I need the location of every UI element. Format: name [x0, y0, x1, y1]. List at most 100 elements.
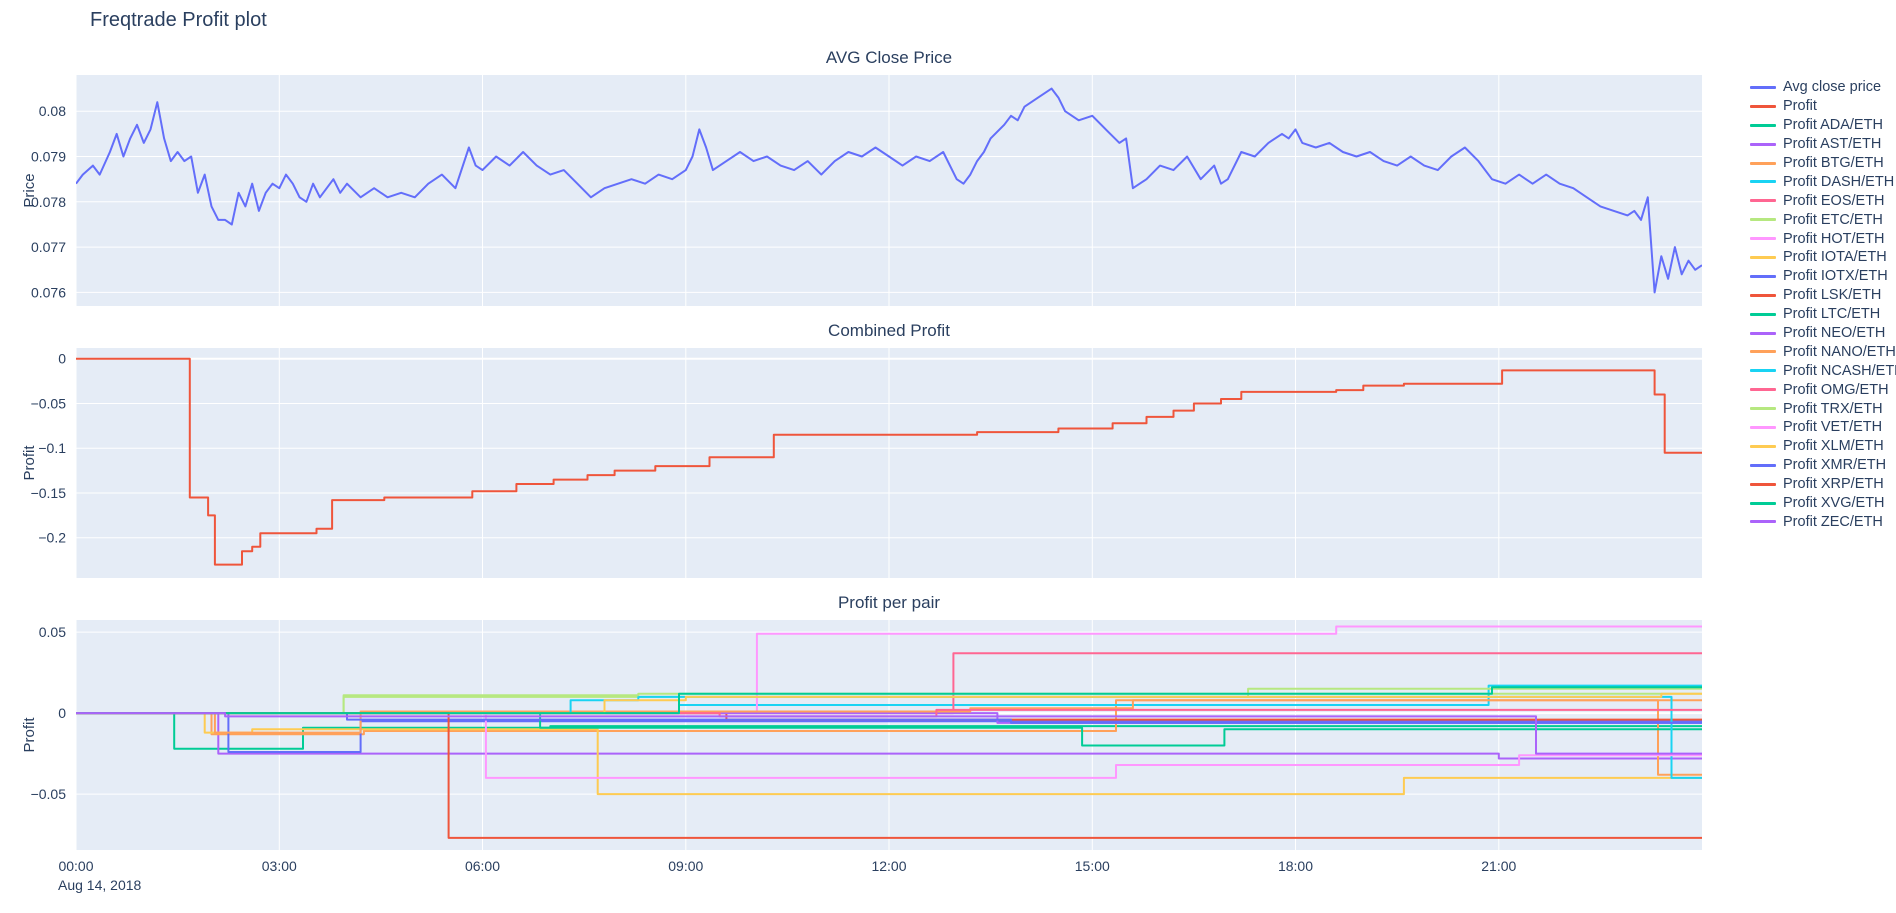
legend-line-swatch — [1750, 104, 1776, 108]
legend-item-profit-eos-eth[interactable]: Profit EOS/ETH — [1750, 191, 1896, 210]
legend-item-profit-lsk-eth[interactable]: Profit LSK/ETH — [1750, 286, 1896, 305]
y-tick-label: 0 — [58, 705, 66, 721]
legend-label: Profit VET/ETH — [1783, 419, 1883, 436]
legend-line-swatch — [1750, 482, 1776, 486]
legend-label: Profit OMG/ETH — [1783, 381, 1889, 398]
y-tick-label: 0 — [58, 351, 66, 367]
legend-item-profit-ada-eth[interactable]: Profit ADA/ETH — [1750, 116, 1896, 135]
legend-item-profit-xmr-eth[interactable]: Profit XMR/ETH — [1750, 456, 1896, 475]
y-tick-label: 0.078 — [31, 194, 66, 210]
legend-line-swatch — [1750, 274, 1776, 278]
x-tick-label: 09:00 — [668, 858, 703, 874]
legend-label: Profit ETC/ETH — [1783, 211, 1883, 228]
gridlines — [75, 75, 1702, 306]
series-group — [76, 625, 1702, 839]
legend-item-profit-nano-eth[interactable]: Profit NANO/ETH — [1750, 342, 1896, 361]
legend-line-swatch — [1750, 180, 1776, 184]
y-tick-label: −0.2 — [38, 530, 66, 546]
legend-item-profit-xlm-eth[interactable]: Profit XLM/ETH — [1750, 437, 1896, 456]
trace-avg-close-price — [76, 87, 1702, 294]
subplot-title: Combined Profit — [828, 321, 950, 340]
legend-line-swatch — [1750, 312, 1776, 316]
legend-item-profit-ast-eth[interactable]: Profit AST/ETH — [1750, 135, 1896, 154]
x-axis-date-label: Aug 14, 2018 — [58, 877, 142, 893]
y-tick-label: −0.15 — [31, 485, 67, 501]
legend-item-profit-xvg-eth[interactable]: Profit XVG/ETH — [1750, 494, 1896, 513]
legend-line-swatch — [1750, 199, 1776, 203]
subplot-avg-close-price: AVG Close Price 0.076 0.077 0.078 0.079 0.08 P… — [21, 48, 1702, 306]
trace-profit-btg-eth — [76, 699, 1702, 776]
x-tick-label: 21:00 — [1481, 858, 1516, 874]
trace-profit-ada-eth — [76, 712, 1702, 750]
legend-item-profit-etc-eth[interactable]: Profit ETC/ETH — [1750, 210, 1896, 229]
y-tick-label: 0.05 — [39, 624, 66, 640]
legend-line-swatch — [1750, 123, 1776, 127]
legend-label: Avg close price — [1783, 79, 1882, 96]
y-tick-label: −0.1 — [38, 440, 66, 456]
x-tick-label: 00:00 — [58, 858, 93, 874]
trace-profit-ncash-eth — [76, 695, 1702, 779]
y-tick-label: 0.079 — [31, 149, 66, 165]
legend-label: Profit ZEC/ETH — [1783, 513, 1883, 530]
legend-item-profit-iota-eth[interactable]: Profit IOTA/ETH — [1750, 248, 1896, 267]
legend-label: Profit ADA/ETH — [1783, 117, 1883, 134]
subplot-title: Profit per pair — [838, 593, 940, 612]
trace-profit-xvg-eth — [76, 686, 1702, 715]
legend-label: Profit LSK/ETH — [1783, 287, 1882, 304]
legend-line-swatch — [1750, 407, 1776, 411]
y-tick-label: −0.05 — [31, 786, 67, 802]
legend-item-profit-hot-eth[interactable]: Profit HOT/ETH — [1750, 229, 1896, 248]
legend-item-profit-btg-eth[interactable]: Profit BTG/ETH — [1750, 154, 1896, 173]
legend-label: Profit IOTX/ETH — [1783, 268, 1888, 285]
legend-line-swatch — [1750, 444, 1776, 448]
legend-line-swatch — [1750, 237, 1776, 241]
legend-label: Profit NEO/ETH — [1783, 325, 1886, 342]
legend-label: Profit HOT/ETH — [1783, 230, 1885, 247]
legend-item-profit-ltc-eth[interactable]: Profit LTC/ETH — [1750, 305, 1896, 324]
legend-label: Profit NANO/ETH — [1783, 343, 1896, 360]
legend-line-swatch — [1750, 142, 1776, 146]
legend-item-profit-ncash-eth[interactable]: Profit NCASH/ETH — [1750, 361, 1896, 380]
legend-item-profit-zec-eth[interactable]: Profit ZEC/ETH — [1750, 512, 1896, 531]
legend-item-profit[interactable]: Profit — [1750, 97, 1896, 116]
legend-label: Profit XVG/ETH — [1783, 495, 1885, 512]
y-axis-title: Profit — [21, 445, 38, 481]
legend-label: Profit DASH/ETH — [1783, 173, 1895, 190]
legend-item-profit-iotx-eth[interactable]: Profit IOTX/ETH — [1750, 267, 1896, 286]
x-tick-label: 18:00 — [1278, 858, 1313, 874]
legend-line-swatch — [1750, 85, 1776, 89]
legend-line-swatch — [1750, 501, 1776, 505]
legend-label: Profit EOS/ETH — [1783, 192, 1885, 209]
legend-line-swatch — [1750, 369, 1776, 373]
legend-line-swatch — [1750, 331, 1776, 335]
legend-item-profit-vet-eth[interactable]: Profit VET/ETH — [1750, 418, 1896, 437]
trace-profit-xlm-eth — [76, 692, 1702, 715]
trace-profit-nano-eth — [76, 699, 1702, 734]
legend-label: Profit IOTA/ETH — [1783, 249, 1887, 266]
trace-profit-vet-eth — [76, 712, 1702, 779]
legend-label: Profit — [1783, 98, 1817, 115]
series-group — [76, 357, 1702, 566]
subplot-profit-per-pair: Profit per pair 0.05 0 −0.05 Profit 00:00 03:0… — [21, 593, 1702, 893]
x-tick-label: 03:00 — [262, 858, 297, 874]
legend-line-swatch — [1750, 161, 1776, 165]
subplot-title: AVG Close Price — [826, 48, 952, 67]
y-tick-label: 0.077 — [31, 239, 66, 255]
legend-item-profit-neo-eth[interactable]: Profit NEO/ETH — [1750, 324, 1896, 343]
legend-item-avg-close-price[interactable]: Avg close price — [1750, 78, 1896, 97]
legend-item-profit-xrp-eth[interactable]: Profit XRP/ETH — [1750, 475, 1896, 494]
legend-line-swatch — [1750, 218, 1776, 222]
trace-profit-zec-eth — [76, 712, 1702, 755]
legend-item-profit-trx-eth[interactable]: Profit TRX/ETH — [1750, 399, 1896, 418]
legend-line-swatch — [1750, 425, 1776, 429]
legend-label: Profit XRP/ETH — [1783, 476, 1884, 493]
legend-item-profit-omg-eth[interactable]: Profit OMG/ETH — [1750, 380, 1896, 399]
legend-line-swatch — [1750, 388, 1776, 392]
y-tick-label: 0.076 — [31, 284, 66, 300]
legend-item-profit-dash-eth[interactable]: Profit DASH/ETH — [1750, 172, 1896, 191]
x-tick-label: 06:00 — [465, 858, 500, 874]
legend-line-swatch — [1750, 293, 1776, 297]
legend-label: Profit XMR/ETH — [1783, 457, 1887, 474]
